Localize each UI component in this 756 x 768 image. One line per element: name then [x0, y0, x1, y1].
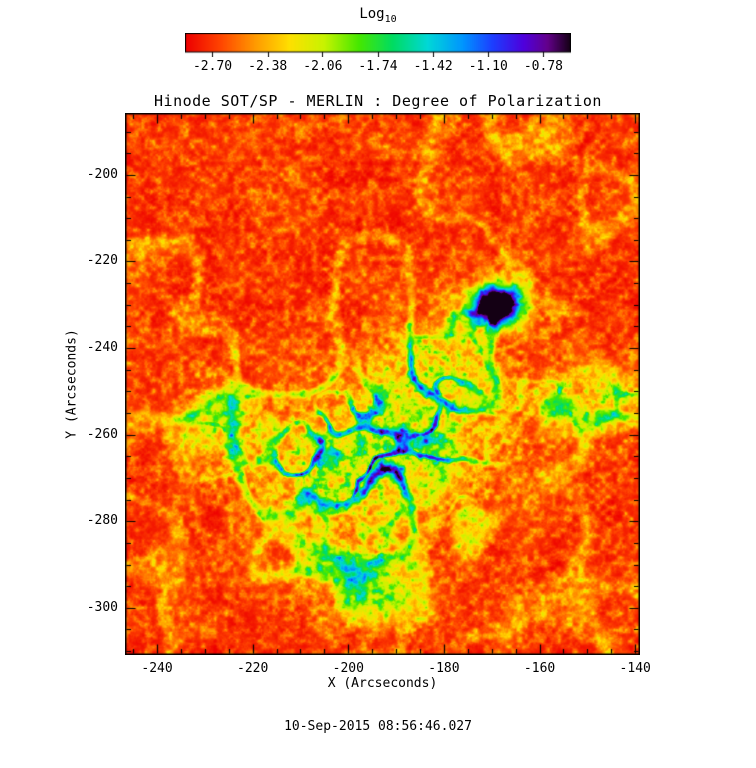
y-tick-label: -280 [86, 513, 118, 529]
heatmap-canvas [125, 113, 640, 655]
y-tick-label: -200 [86, 166, 118, 182]
colorbar-tick-label: -2.38 [248, 59, 288, 74]
y-tick-label: -260 [86, 426, 118, 442]
colorbar-tick-label: -1.74 [358, 59, 398, 74]
colorbar [185, 33, 571, 57]
heatmap-plot: -240 -220 -200 -180 -160 -140 -300 -280 -260 -240… [87, 113, 651, 676]
colorbar-tick-label: -1.42 [413, 59, 453, 74]
x-tick-label: -200 [332, 661, 364, 676]
y-tick-label: -240 [86, 340, 118, 356]
plot-title: Hinode SOT/SP - MERLIN : Degree of Polar… [154, 92, 602, 110]
colorbar-tick-label: -2.70 [192, 59, 233, 74]
x-tick-label: -160 [523, 661, 556, 676]
colorbar-tick-label: -1.10 [468, 59, 508, 74]
y-tick-label: -300 [86, 599, 118, 615]
x-tick-label: -240 [141, 661, 173, 676]
colorbar-title: Log10 [0, 6, 756, 25]
colorbar-tick-label: -2.06 [303, 59, 343, 74]
colorbar-title-sub: 10 [384, 13, 397, 25]
x-tick-label: -220 [237, 661, 269, 676]
colorbar-tick-label: -0.78 [523, 59, 563, 74]
x-axis-label: X (Arcseconds) [327, 676, 438, 691]
x-tick-label: -180 [428, 661, 460, 676]
colorbar-title-main: Log [359, 6, 385, 22]
x-tick-label: -140 [619, 661, 651, 676]
timestamp: 10-Sep-2015 08:56:46.027 [284, 719, 472, 734]
y-tick-label: -220 [86, 253, 118, 269]
